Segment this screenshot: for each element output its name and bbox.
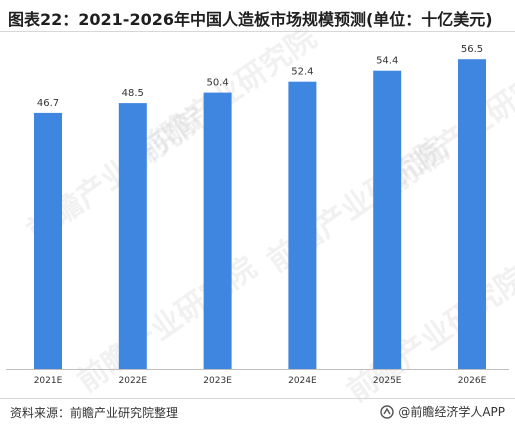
bar-2023E — [203, 92, 232, 369]
bar-chart: 46.7 2021E 48.5 2022E 50.4 2023E 52.4 2024E 54.4… — [6, 44, 509, 386]
brand-logo-icon — [380, 404, 395, 419]
x-tick-label: 2022E — [119, 376, 148, 386]
footer-divider — [0, 398, 515, 399]
data-label: 50.4 — [206, 78, 228, 89]
bar-2026E — [458, 59, 486, 369]
data-label: 56.5 — [461, 44, 483, 55]
data-label: 52.4 — [291, 67, 313, 78]
bar-2025E — [373, 70, 402, 369]
bar-2021E — [34, 112, 62, 370]
x-tick-label: 2026E — [458, 376, 487, 386]
x-tick-label: 2023E — [203, 376, 232, 386]
x-tick-label: 2021E — [34, 376, 63, 386]
source-note: 资料来源：前瞻产业研究院整理 — [10, 406, 179, 420]
x-tick-label: 2024E — [288, 376, 317, 386]
chart-title: 图表22：2021-2026年中国人造板市场规模预测(单位：十亿美元) — [8, 10, 493, 29]
brand-text: @前瞻经济学人APP — [398, 405, 505, 419]
brand-credit: @前瞻经济学人APP — [380, 403, 505, 420]
bar-2022E — [118, 103, 147, 369]
title-divider — [0, 31, 515, 32]
bar-2024E — [288, 81, 317, 369]
x-tick-label: 2025E — [373, 376, 402, 386]
data-label: 46.7 — [37, 98, 59, 109]
data-label: 54.4 — [376, 56, 398, 67]
data-label: 48.5 — [122, 88, 144, 99]
